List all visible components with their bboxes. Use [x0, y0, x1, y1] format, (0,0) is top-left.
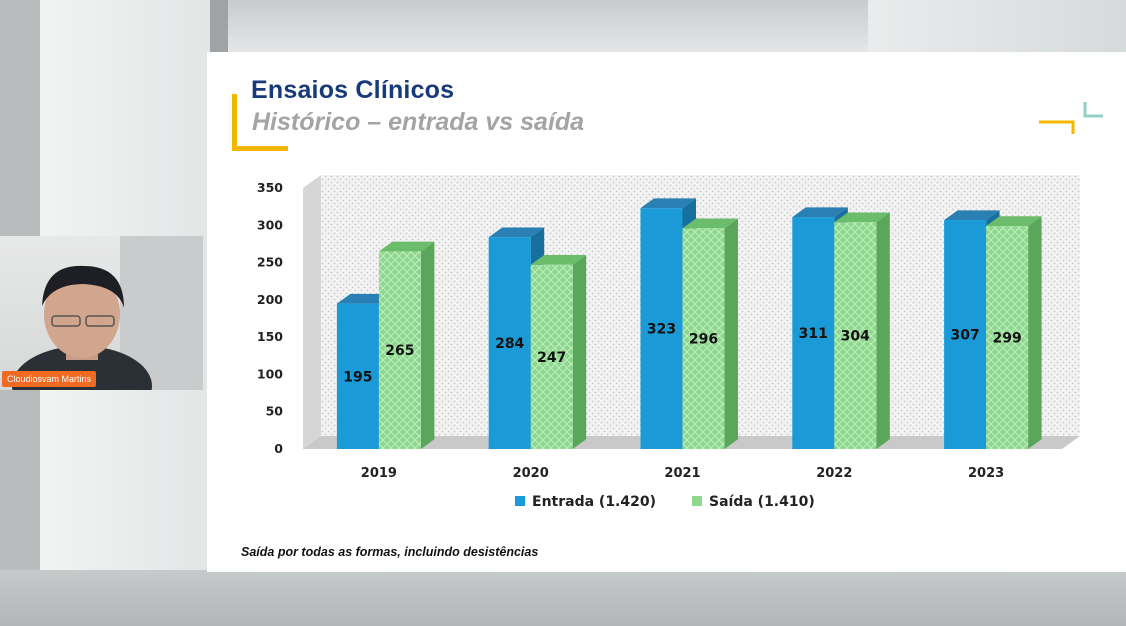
slide-footnote: Saída por todas as formas, incluindo des…	[241, 545, 539, 559]
accent-bar-vertical	[232, 94, 237, 150]
bar-top	[792, 207, 848, 218]
bar-side	[876, 212, 890, 449]
data-label: 195	[343, 369, 372, 385]
y-tick-label: 300	[257, 217, 283, 232]
x-tick-label: 2023	[968, 466, 1004, 481]
bar-top	[682, 218, 738, 229]
bar-top	[488, 227, 545, 238]
bar-chart: 0 50 100 150 200 250 300 350 195 265 2019 284 247 202…	[257, 175, 1080, 510]
data-label: 311	[799, 326, 828, 342]
chart-side-wall	[303, 175, 321, 449]
participant-video	[12, 265, 152, 390]
data-label: 296	[689, 332, 718, 348]
bar-side	[420, 241, 435, 449]
y-tick-label: 150	[257, 329, 283, 344]
bar-top	[986, 216, 1042, 227]
bar-top	[834, 212, 890, 223]
data-label: 323	[647, 322, 676, 338]
bar-entrada	[944, 220, 987, 449]
bar-entrada	[488, 237, 531, 449]
y-tick-label: 250	[257, 255, 283, 270]
bar-top	[378, 241, 435, 252]
x-tick-label: 2021	[664, 466, 700, 481]
bar-saida	[530, 264, 573, 449]
bar-top	[336, 293, 393, 304]
bar-top	[530, 255, 587, 265]
data-label: 247	[537, 350, 566, 366]
bar-top	[640, 198, 696, 209]
data-label: 304	[841, 329, 870, 345]
data-label: 265	[385, 343, 414, 359]
slide-title: Ensaios Clínicos	[251, 76, 455, 104]
legend-swatch	[515, 496, 525, 506]
corner-logo-mark	[1039, 102, 1103, 134]
legend-label: Entrada (1.420)	[532, 494, 656, 510]
bar-saida	[682, 228, 725, 449]
background-window	[228, 0, 868, 60]
bar-saida	[378, 251, 421, 449]
accent-bar-horizontal	[232, 146, 288, 151]
bar-side	[1028, 216, 1042, 449]
legend-swatch	[692, 496, 702, 506]
background-floor	[0, 570, 1126, 626]
bar-saida	[986, 226, 1029, 449]
x-tick-label: 2020	[513, 466, 549, 481]
participant-name-label: Cloudiosvam Martins	[2, 371, 97, 387]
data-label: 299	[992, 331, 1021, 347]
x-tick-label: 2019	[361, 466, 397, 481]
presentation-slide: Ensaios Clínicos Histórico – entrada vs …	[207, 52, 1126, 572]
x-tick-label: 2022	[816, 466, 852, 481]
bar-saida	[834, 222, 877, 449]
y-tick-label: 100	[257, 366, 283, 381]
legend-label: Saída (1.410)	[709, 494, 815, 510]
y-tick-label: 200	[257, 292, 283, 307]
bar-entrada	[792, 217, 835, 449]
webcam-tile[interactable]: Cloudiosvam Martins	[0, 236, 203, 390]
y-tick-label: 0	[274, 441, 283, 456]
data-label: 307	[950, 328, 979, 344]
bar-side	[572, 255, 587, 449]
y-tick-label: 50	[266, 404, 284, 419]
bar-entrada	[640, 208, 683, 449]
bar-side	[724, 218, 738, 449]
bar-top	[944, 210, 1000, 221]
y-tick-label: 350	[257, 180, 283, 195]
data-label: 284	[495, 336, 524, 352]
bar-entrada	[336, 303, 379, 449]
slide-subtitle: Histórico – entrada vs saída	[252, 108, 585, 136]
